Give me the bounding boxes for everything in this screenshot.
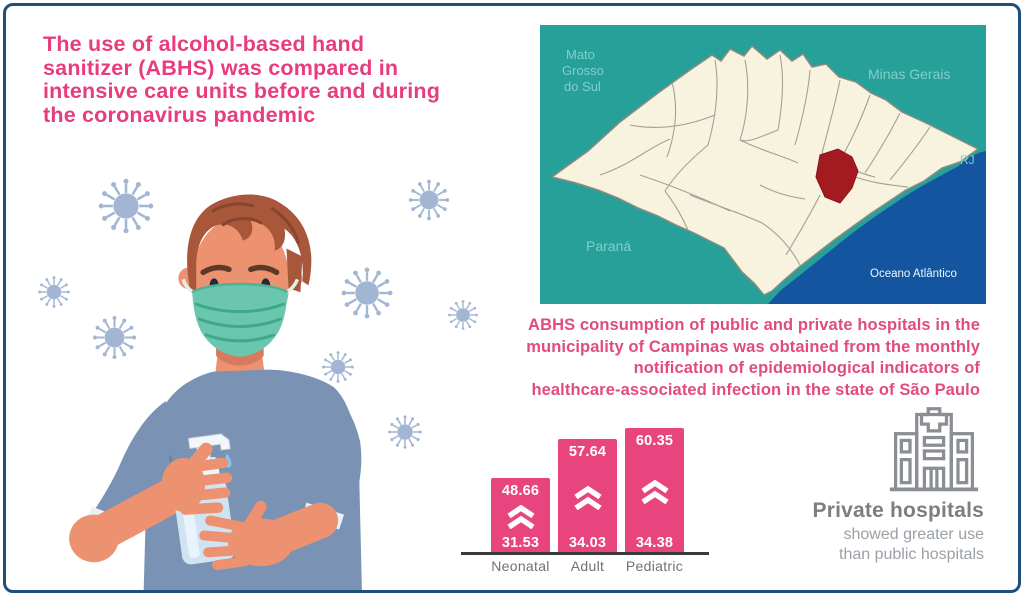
description-text: ABHS consumption of public and private h… [420, 315, 980, 401]
map-label-parana: Paraná [586, 238, 631, 254]
private-hospitals-panel: Private hospitals showed greater use tha… [776, 404, 984, 565]
eyebrow [200, 264, 232, 276]
mask-top-edge [191, 282, 289, 294]
double-chevron-up-icon [640, 480, 669, 504]
bar-top-value: 57.64 [568, 444, 607, 460]
fingers [199, 515, 250, 571]
sao-paulo-state [550, 44, 980, 296]
description-line: healthcare-associated infection in the s… [531, 380, 980, 399]
map-label-rj: RJ [960, 153, 975, 167]
infographic-page: The use of alcohol-based hand sanitizer … [3, 3, 1021, 593]
highlight-subtitle-line: than public hospitals [839, 546, 984, 563]
category-label: Neonatal [491, 558, 550, 574]
hospital-building-icon [889, 407, 979, 492]
double-chevron-up-icon [573, 485, 602, 510]
sao-paulo-map: Mato Grosso do Sul Minas Gerais Paraná R… [540, 25, 986, 304]
gripping-hand [161, 442, 233, 515]
bar-bottom-value: 31.53 [501, 535, 540, 551]
description-line: notification of epidemiological indicato… [633, 359, 980, 377]
hospital-cross [919, 407, 949, 433]
map-label-mato-grosso: Grosso [562, 63, 604, 78]
map-label-mato-grosso: Mato [566, 47, 595, 62]
page-title: The use of alcohol-based hand sanitizer … [43, 32, 543, 127]
highlight-subtitle: showed greater use than public hospitals [776, 525, 984, 565]
bar-top-value: 60.35 [635, 433, 674, 449]
description-line: ABHS consumption of public and private h… [528, 316, 980, 334]
virus-icon [407, 178, 451, 222]
map-label-mato-grosso: do Sul [564, 79, 601, 94]
bar-group: 48.66 31.53 57.64 34.03 60.35 [491, 428, 684, 555]
bar-pediatric: 60.35 34.38 [625, 428, 684, 555]
description-line: municipality of Campinas was obtained fr… [526, 337, 980, 356]
campinas-region-highlight [815, 148, 859, 204]
virus-icon [387, 414, 423, 450]
mask-folds [194, 302, 286, 343]
open-hand [199, 500, 294, 571]
abhs-consumption-bar-chart: 48.66 31.53 57.64 34.03 60.35 [461, 423, 721, 581]
title-line: sanitizer (ABHS) was compared in [43, 55, 399, 80]
region-borders [599, 54, 931, 266]
thumb [242, 500, 267, 533]
chart-axis-line [461, 552, 709, 555]
category-label: Adult [570, 558, 605, 574]
person-with-sanitizer-illustration [69, 194, 362, 590]
rj-coast [958, 151, 986, 181]
map-label-ocean: Oceano Atlântico [870, 268, 957, 280]
hospital-door [922, 466, 946, 490]
bar-bottom-value: 34.03 [568, 535, 607, 551]
palm [227, 518, 294, 567]
eyebrow [248, 264, 280, 276]
atlantic-ocean [768, 151, 986, 304]
title-line: the coronavirus pandemic [43, 102, 316, 127]
hair [187, 194, 312, 286]
highlight-title: Private hospitals [812, 499, 984, 522]
double-chevron-up-icon [506, 505, 535, 529]
sideburn [189, 264, 197, 293]
shirt-sleeve [93, 401, 184, 529]
category-labels: Neonatal Adult Pediatric [491, 558, 684, 574]
title-line: The use of alcohol-based hand [43, 32, 365, 56]
fingers [174, 457, 233, 515]
highlight-subtitle-line: showed greater use [843, 526, 984, 543]
category-label: Pediatric [625, 558, 684, 574]
bar-bottom-value: 34.38 [635, 535, 674, 551]
bar-neonatal: 48.66 31.53 [491, 478, 550, 555]
pump-nozzle [188, 433, 231, 451]
shirt-sleeve [308, 385, 362, 509]
map-label-minas-gerais: Minas Gerais [868, 66, 950, 82]
bar-top-value: 48.66 [501, 483, 540, 499]
neck-shadow [216, 335, 264, 366]
bar-adult: 57.64 34.03 [558, 439, 617, 555]
hair-strands [211, 202, 300, 245]
title-line: intensive care units before and during [43, 79, 441, 103]
